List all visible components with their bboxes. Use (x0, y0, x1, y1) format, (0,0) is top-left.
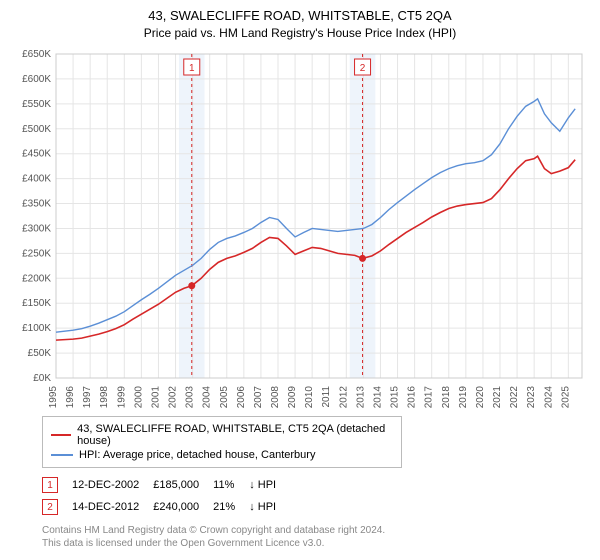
svg-text:2005: 2005 (219, 386, 230, 408)
license-text: Contains HM Land Registry data © Crown c… (42, 524, 588, 550)
marker-badge: 1 (42, 477, 58, 493)
svg-text:2024: 2024 (543, 386, 554, 408)
marker-pct: 11% (213, 474, 249, 496)
svg-text:£250K: £250K (22, 248, 51, 259)
svg-text:2004: 2004 (202, 386, 213, 408)
svg-text:2022: 2022 (509, 386, 520, 408)
svg-text:2013: 2013 (355, 386, 366, 408)
marker-date: 12-DEC-2002 (72, 474, 153, 496)
svg-text:£450K: £450K (22, 149, 51, 160)
svg-text:1995: 1995 (48, 386, 59, 408)
marker-vs: ↓ HPI (249, 496, 290, 518)
svg-text:2001: 2001 (150, 386, 161, 408)
svg-text:2008: 2008 (270, 386, 281, 408)
marker-price: £185,000 (153, 474, 213, 496)
svg-text:1999: 1999 (116, 386, 127, 408)
svg-text:2019: 2019 (458, 386, 469, 408)
license-line1: Contains HM Land Registry data © Crown c… (42, 524, 588, 537)
svg-text:2025: 2025 (560, 386, 571, 408)
svg-text:1997: 1997 (82, 386, 93, 408)
svg-text:2: 2 (360, 63, 366, 74)
svg-text:2017: 2017 (424, 386, 435, 408)
legend-item: HPI: Average price, detached house, Cant… (51, 449, 393, 461)
svg-text:2000: 2000 (133, 386, 144, 408)
svg-text:£150K: £150K (22, 298, 51, 309)
svg-text:£50K: £50K (28, 348, 52, 359)
legend-swatch (51, 454, 73, 456)
svg-text:£600K: £600K (22, 74, 51, 85)
svg-text:£400K: £400K (22, 174, 51, 185)
svg-text:2010: 2010 (304, 386, 315, 408)
marker-date: 14-DEC-2012 (72, 496, 153, 518)
legend-swatch (51, 434, 71, 436)
marker-table: 1 12-DEC-2002£185,00011%↓ HPI 2 14-DEC-2012… (42, 474, 290, 518)
marker-row: 1 12-DEC-2002£185,00011%↓ HPI (42, 474, 290, 496)
legend-label: HPI: Average price, detached house, Cant… (79, 449, 315, 461)
svg-text:2009: 2009 (287, 386, 298, 408)
svg-text:2006: 2006 (236, 386, 247, 408)
svg-text:£0K: £0K (33, 373, 51, 384)
marker-badge: 2 (42, 499, 58, 515)
svg-text:£350K: £350K (22, 199, 51, 210)
svg-text:1: 1 (189, 63, 195, 74)
svg-text:£550K: £550K (22, 99, 51, 110)
svg-text:2023: 2023 (526, 386, 537, 408)
svg-text:£500K: £500K (22, 124, 51, 135)
svg-text:2003: 2003 (185, 386, 196, 408)
svg-text:2016: 2016 (407, 386, 418, 408)
legend-item: 43, SWALECLIFFE ROAD, WHITSTABLE, CT5 2Q… (51, 423, 393, 447)
svg-text:2021: 2021 (492, 386, 503, 408)
marker-vs: ↓ HPI (249, 474, 290, 496)
marker-price: £240,000 (153, 496, 213, 518)
svg-text:2018: 2018 (441, 386, 452, 408)
svg-text:2020: 2020 (475, 386, 486, 408)
chart-svg: £0K £50K £100K £150K £200K £250K £300K £350K £40… (12, 48, 588, 408)
svg-text:£100K: £100K (22, 323, 51, 334)
svg-text:1998: 1998 (99, 386, 110, 408)
marker-pct: 21% (213, 496, 249, 518)
legend: 43, SWALECLIFFE ROAD, WHITSTABLE, CT5 2Q… (42, 416, 402, 468)
svg-text:2007: 2007 (253, 386, 264, 408)
page-title: 43, SWALECLIFFE ROAD, WHITSTABLE, CT5 2Q… (12, 8, 588, 23)
license-line2: This data is licensed under the Open Gov… (42, 537, 588, 550)
svg-text:2015: 2015 (390, 386, 401, 408)
legend-label: 43, SWALECLIFFE ROAD, WHITSTABLE, CT5 2Q… (77, 423, 393, 447)
page-subtitle: Price paid vs. HM Land Registry's House … (12, 26, 588, 40)
svg-text:£650K: £650K (22, 49, 51, 60)
svg-text:2012: 2012 (338, 386, 349, 408)
svg-text:2011: 2011 (321, 386, 332, 408)
svg-text:£300K: £300K (22, 223, 51, 234)
svg-text:2002: 2002 (168, 386, 179, 408)
svg-text:£200K: £200K (22, 273, 51, 284)
svg-text:1996: 1996 (65, 386, 76, 408)
price-chart: £0K £50K £100K £150K £200K £250K £300K £350K £40… (12, 48, 588, 408)
svg-text:2014: 2014 (372, 386, 383, 408)
marker-row: 2 14-DEC-2012£240,00021%↓ HPI (42, 496, 290, 518)
